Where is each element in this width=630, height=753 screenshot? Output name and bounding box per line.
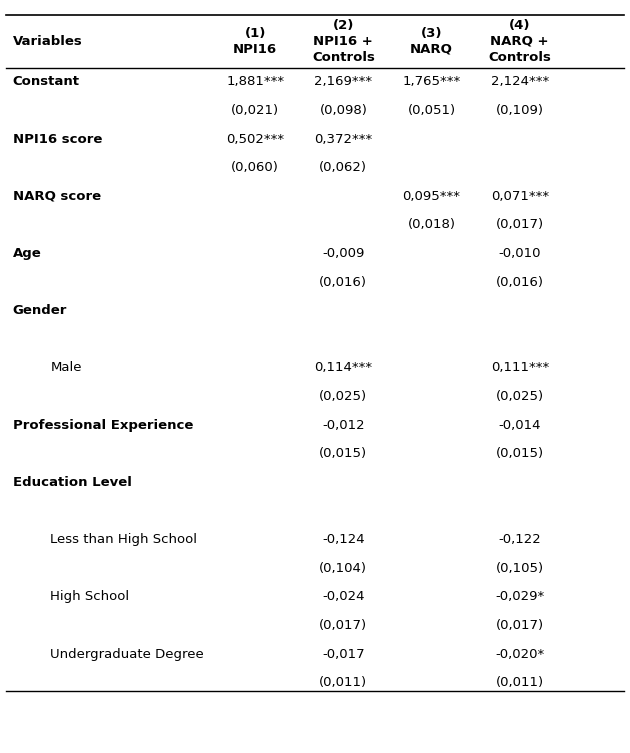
Text: (0,104): (0,104) — [319, 562, 367, 575]
Text: 0,111***: 0,111*** — [491, 361, 549, 374]
Text: (0,017): (0,017) — [319, 619, 367, 632]
Text: (0,015): (0,015) — [496, 447, 544, 460]
Text: -0,009: -0,009 — [322, 247, 365, 260]
Text: (0,025): (0,025) — [319, 390, 367, 403]
Text: Age: Age — [13, 247, 42, 260]
Text: 0,502***: 0,502*** — [226, 133, 284, 145]
Text: (0,015): (0,015) — [319, 447, 367, 460]
Text: (0,025): (0,025) — [496, 390, 544, 403]
Text: High School: High School — [50, 590, 130, 603]
Text: (0,062): (0,062) — [319, 161, 367, 174]
Text: (0,060): (0,060) — [231, 161, 279, 174]
Text: -0,029*: -0,029* — [495, 590, 544, 603]
Text: (0,021): (0,021) — [231, 104, 279, 117]
Text: (2)
NPI16 +
Controls: (2) NPI16 + Controls — [312, 19, 375, 64]
Text: Male: Male — [50, 361, 82, 374]
Text: Professional Experience: Professional Experience — [13, 419, 193, 431]
Text: Variables: Variables — [13, 35, 83, 48]
Text: -0,124: -0,124 — [322, 533, 365, 546]
Text: Undergraduate Degree: Undergraduate Degree — [50, 648, 204, 660]
Text: (0,018): (0,018) — [408, 218, 455, 231]
Text: 0,071***: 0,071*** — [491, 190, 549, 203]
Text: (3)
NARQ: (3) NARQ — [410, 27, 453, 56]
Text: (0,105): (0,105) — [496, 562, 544, 575]
Text: (0,016): (0,016) — [496, 276, 544, 288]
Text: (0,017): (0,017) — [496, 619, 544, 632]
Text: 0,095***: 0,095*** — [403, 190, 461, 203]
Text: (0,016): (0,016) — [319, 276, 367, 288]
Text: 2,124***: 2,124*** — [491, 75, 549, 88]
Text: Education Level: Education Level — [13, 476, 132, 489]
Text: 0,372***: 0,372*** — [314, 133, 372, 145]
Text: (0,051): (0,051) — [408, 104, 455, 117]
Text: 1,765***: 1,765*** — [403, 75, 461, 88]
Text: 1,881***: 1,881*** — [226, 75, 284, 88]
Text: NPI16 score: NPI16 score — [13, 133, 102, 145]
Text: (0,011): (0,011) — [496, 676, 544, 689]
Text: NARQ score: NARQ score — [13, 190, 101, 203]
Text: -0,012: -0,012 — [322, 419, 365, 431]
Text: 2,169***: 2,169*** — [314, 75, 372, 88]
Text: -0,122: -0,122 — [498, 533, 541, 546]
Text: -0,024: -0,024 — [322, 590, 365, 603]
Text: (0,109): (0,109) — [496, 104, 544, 117]
Text: -0,010: -0,010 — [498, 247, 541, 260]
Text: -0,014: -0,014 — [498, 419, 541, 431]
Text: Less than High School: Less than High School — [50, 533, 197, 546]
Text: (0,098): (0,098) — [319, 104, 367, 117]
Text: 0,114***: 0,114*** — [314, 361, 372, 374]
Text: Constant: Constant — [13, 75, 79, 88]
Text: -0,017: -0,017 — [322, 648, 365, 660]
Text: (4)
NARQ +
Controls: (4) NARQ + Controls — [488, 19, 551, 64]
Text: (0,011): (0,011) — [319, 676, 367, 689]
Text: Gender: Gender — [13, 304, 67, 317]
Text: (0,017): (0,017) — [496, 218, 544, 231]
Text: -0,020*: -0,020* — [495, 648, 544, 660]
Text: (1)
NPI16: (1) NPI16 — [233, 27, 277, 56]
